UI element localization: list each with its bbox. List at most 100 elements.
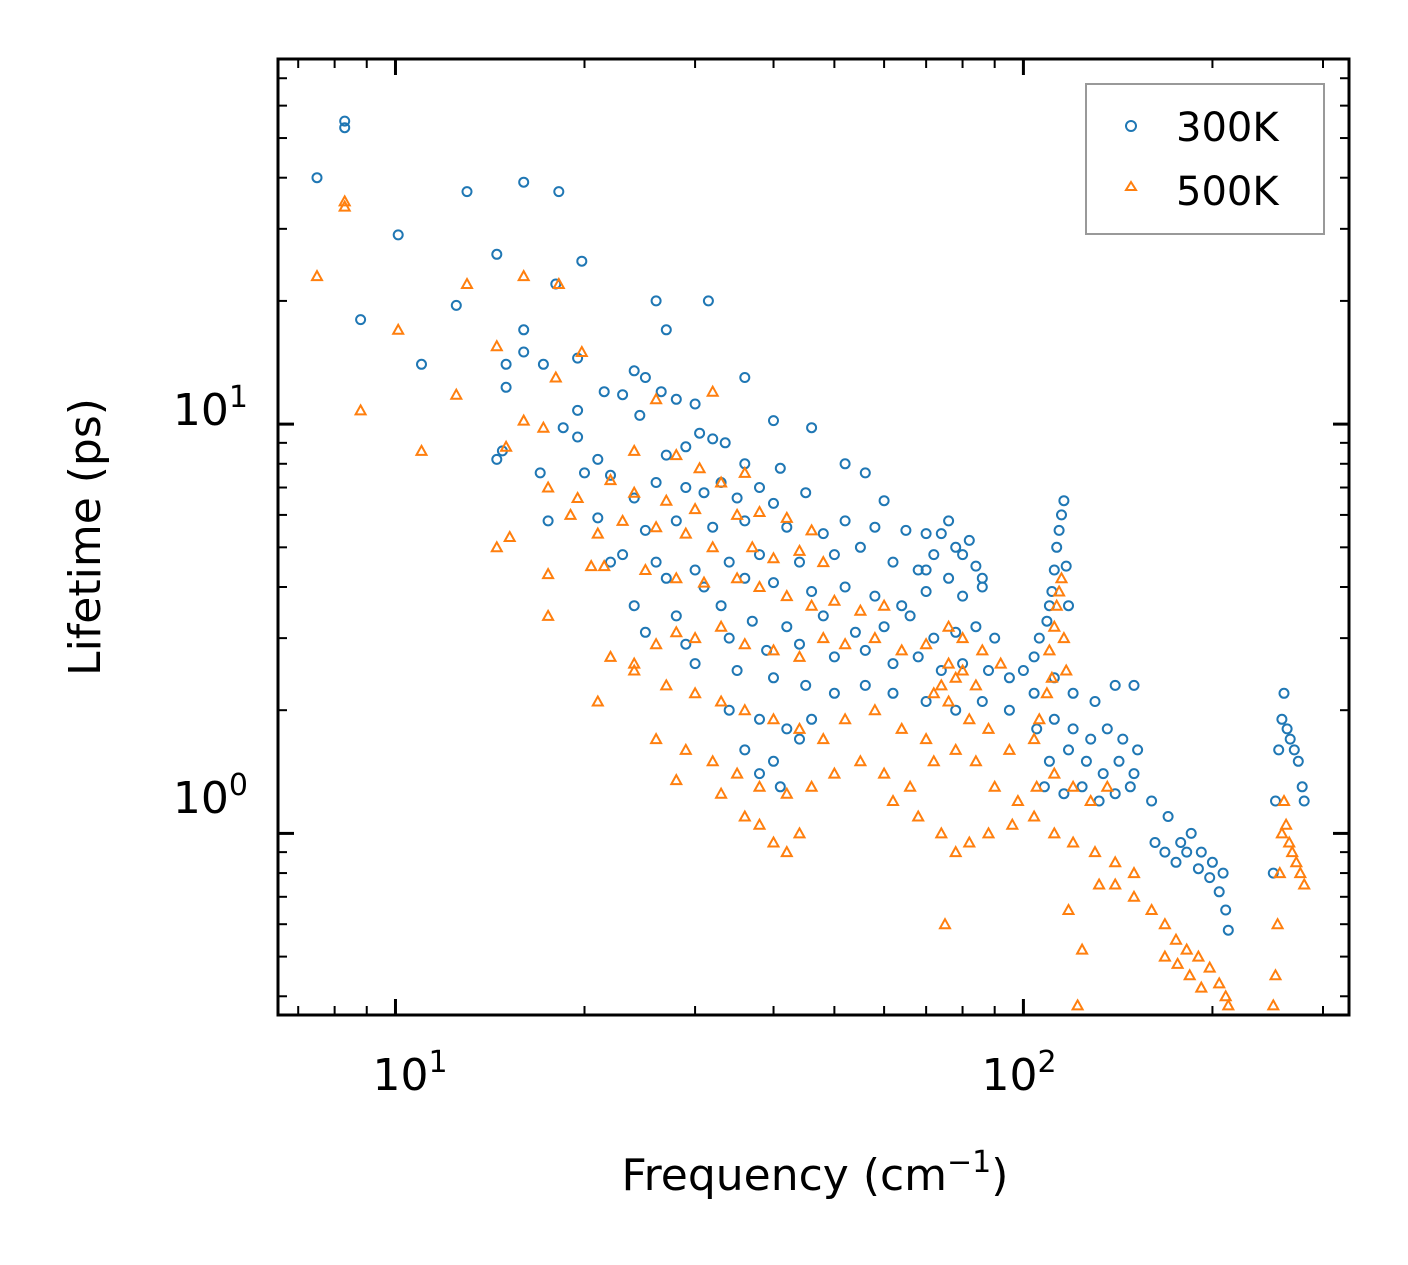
data-point-300k	[698, 487, 710, 499]
data-point-500k	[804, 598, 819, 611]
data-point-500k	[1047, 826, 1061, 839]
data-point-300k	[859, 679, 871, 691]
data-point-500k	[490, 339, 504, 352]
y-tick-label-10: 101	[173, 380, 248, 436]
data-point-300k	[839, 458, 851, 470]
data-point-500k	[934, 826, 948, 839]
data-point-300k	[887, 658, 899, 670]
data-point-300k	[768, 577, 779, 589]
data-point-500k	[414, 443, 429, 456]
data-point-300k	[839, 515, 851, 527]
data-point-500k	[1066, 779, 1080, 792]
data-point-300k	[1028, 687, 1040, 699]
data-point-500k	[1075, 942, 1089, 955]
data-point-500k	[877, 598, 891, 611]
y-tick-label-1: 100	[173, 768, 248, 824]
data-point-300k	[943, 572, 955, 584]
data-point-500k	[536, 420, 551, 433]
data-point-500k	[1061, 902, 1076, 915]
data-point-500k	[868, 631, 882, 644]
data-point-300k	[719, 437, 731, 449]
data-point-500k	[503, 529, 517, 542]
data-point-500k	[627, 485, 641, 498]
data-point-300k	[828, 687, 840, 699]
data-point-500k	[391, 322, 405, 335]
data-point-300k	[774, 462, 786, 474]
data-point-500k	[1285, 845, 1299, 858]
data-point-500k	[816, 555, 830, 568]
data-point-500k	[738, 637, 752, 650]
data-point-500k	[827, 593, 842, 606]
data-point-500k	[853, 603, 868, 616]
data-point-300k	[1162, 811, 1174, 822]
data-point-500k	[955, 631, 970, 644]
data-point-500k	[714, 475, 728, 488]
data-point-500k	[638, 562, 653, 575]
data-point-300k	[957, 549, 969, 561]
data-point-500k	[927, 686, 941, 699]
data-point-500k	[766, 643, 781, 656]
data-point-300k	[553, 186, 565, 198]
data-point-500k	[575, 344, 589, 357]
data-point-500k	[804, 523, 819, 536]
data-point-500k	[780, 786, 794, 799]
data-point-500k	[792, 543, 807, 556]
data-point-300k	[957, 590, 969, 602]
data-point-300k	[754, 482, 765, 493]
data-point-300k	[1056, 509, 1067, 521]
data-point-300k	[1051, 541, 1063, 553]
data-point-300k	[781, 521, 793, 533]
data-point-300k	[1085, 733, 1097, 745]
data-point-500k	[1194, 980, 1208, 993]
data-point-500k	[591, 694, 605, 707]
data-point-500k	[1219, 989, 1233, 1002]
data-point-300k	[920, 586, 932, 597]
data-point-500k	[988, 779, 1002, 792]
data-point-500k	[816, 631, 830, 644]
data-point-300k	[754, 549, 765, 561]
data-point-300k	[1213, 886, 1225, 898]
data-point-500k	[766, 551, 781, 564]
data-point-500k	[1005, 817, 1019, 830]
data-point-300k	[1276, 713, 1288, 725]
data-point-300k	[1033, 632, 1045, 644]
data-point-300k	[869, 521, 881, 533]
data-point-300k	[920, 528, 932, 540]
data-point-300k	[731, 665, 743, 676]
data-point-300k	[518, 176, 530, 188]
data-point-500k	[1047, 766, 1061, 779]
data-point-500k	[659, 678, 673, 691]
data-point-300k	[878, 621, 890, 633]
data-point-500k	[688, 686, 702, 699]
data-point-500k	[1212, 976, 1226, 989]
data-point-500k	[499, 439, 513, 452]
x-tick-label-100: 102	[981, 1045, 1056, 1101]
data-point-500k	[603, 473, 618, 486]
data-point-500k	[827, 766, 842, 779]
data-point-500k	[752, 504, 767, 517]
data-point-300k	[689, 658, 701, 670]
data-point-300k	[878, 495, 890, 507]
data-point-300k	[920, 564, 932, 576]
data-point-300k	[634, 409, 646, 421]
data-point-300k	[723, 556, 735, 568]
data-point-300k	[768, 497, 779, 509]
legend: 300K 500K	[1085, 83, 1325, 235]
data-point-500k	[752, 817, 767, 830]
data-point-500k	[927, 754, 941, 767]
data-point-300k	[491, 453, 503, 465]
data-point-300k	[1132, 744, 1144, 756]
data-point-500k	[1047, 619, 1061, 632]
data-point-300k	[311, 172, 323, 184]
data-point-300k	[670, 393, 682, 405]
data-point-300k	[1273, 744, 1285, 756]
data-point-300k	[650, 477, 662, 488]
data-point-300k	[1080, 755, 1092, 767]
data-point-300k	[806, 586, 818, 597]
data-point-300k	[689, 398, 701, 410]
data-point-500k	[792, 826, 807, 839]
data-point-300k	[660, 324, 672, 336]
data-point-500k	[706, 384, 720, 397]
data-point-500k	[1030, 779, 1044, 792]
data-point-300k	[1097, 768, 1109, 780]
